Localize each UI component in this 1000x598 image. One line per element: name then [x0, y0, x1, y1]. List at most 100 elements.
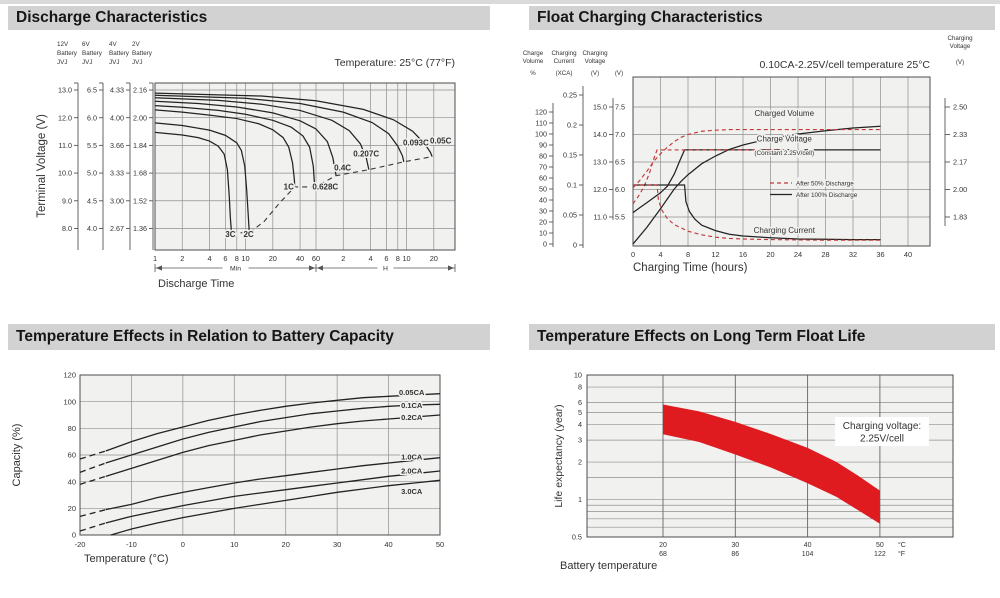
- svg-text:20: 20: [282, 540, 290, 549]
- svg-text:3.0CA: 3.0CA: [401, 487, 423, 496]
- svg-text:30: 30: [539, 207, 547, 216]
- svg-text:20: 20: [659, 542, 667, 549]
- svg-text:20: 20: [430, 254, 438, 263]
- svg-text:Battery temperature: Battery temperature: [560, 560, 657, 572]
- svg-text:1.84: 1.84: [133, 141, 147, 150]
- svg-text:122: 122: [874, 551, 886, 558]
- svg-text:4: 4: [658, 250, 662, 259]
- svg-text:2.67: 2.67: [110, 224, 124, 233]
- svg-text:(V): (V): [615, 70, 623, 77]
- svg-text:12V: 12V: [57, 41, 69, 48]
- svg-text:2.00: 2.00: [133, 113, 147, 122]
- svg-text:JVJ: JVJ: [57, 59, 68, 66]
- svg-text:120: 120: [535, 108, 547, 117]
- svg-text:13.0: 13.0: [58, 86, 72, 95]
- svg-text:0.15: 0.15: [563, 151, 577, 160]
- svg-text:Temperature (°C): Temperature (°C): [84, 553, 168, 565]
- svg-text:1.68: 1.68: [133, 169, 147, 178]
- svg-text:Charging: Charging: [582, 50, 608, 57]
- svg-text:3.33: 3.33: [110, 169, 124, 178]
- svg-text:10.0: 10.0: [58, 169, 72, 178]
- svg-text:12: 12: [711, 250, 719, 259]
- svg-text:2.33: 2.33: [953, 130, 967, 139]
- svg-text:JVJ: JVJ: [109, 59, 120, 66]
- svg-text:Battery: Battery: [57, 50, 78, 57]
- svg-text:40: 40: [296, 254, 304, 263]
- svg-text:7.5: 7.5: [615, 103, 625, 112]
- svg-text:After 100% Discharge: After 100% Discharge: [796, 192, 858, 199]
- svg-text:20: 20: [68, 504, 76, 513]
- svg-text:24: 24: [794, 250, 802, 259]
- svg-text:60: 60: [539, 174, 547, 183]
- svg-text:1C: 1C: [284, 183, 294, 192]
- svg-text:5.5: 5.5: [87, 141, 97, 150]
- svg-text:70: 70: [539, 163, 547, 172]
- svg-text:0: 0: [181, 540, 185, 549]
- svg-text:4: 4: [578, 420, 582, 429]
- svg-text:8: 8: [578, 383, 582, 392]
- svg-text:Volume: Volume: [523, 58, 544, 65]
- svg-text:12.0: 12.0: [593, 185, 607, 194]
- svg-text:0.628C: 0.628C: [312, 183, 338, 192]
- svg-text:20: 20: [539, 218, 547, 227]
- svg-text:10: 10: [230, 540, 238, 549]
- svg-text:(XCA): (XCA): [556, 70, 573, 77]
- svg-text:90: 90: [539, 141, 547, 150]
- svg-text:3.66: 3.66: [110, 141, 124, 150]
- svg-text:11.0: 11.0: [59, 141, 72, 150]
- svg-text:Charged Volume: Charged Volume: [754, 109, 814, 118]
- svg-text:0: 0: [72, 531, 76, 540]
- svg-text:110: 110: [536, 119, 547, 128]
- svg-text:Charging Time (hours): Charging Time (hours): [633, 262, 748, 274]
- svg-text:1.83: 1.83: [953, 213, 967, 222]
- svg-text:8.0: 8.0: [62, 224, 72, 233]
- svg-text:10: 10: [402, 254, 410, 263]
- svg-text:10: 10: [241, 254, 249, 263]
- svg-text:0.1CA: 0.1CA: [401, 401, 423, 410]
- svg-text:40: 40: [68, 477, 76, 486]
- svg-text:Battery: Battery: [82, 50, 103, 57]
- svg-text:4: 4: [368, 254, 372, 263]
- svg-text:1: 1: [153, 254, 157, 263]
- svg-text:0: 0: [573, 241, 577, 250]
- svg-text:Current: Current: [554, 58, 575, 65]
- svg-text:8: 8: [235, 254, 239, 263]
- svg-text:0.05CA: 0.05CA: [399, 388, 425, 397]
- svg-text:8: 8: [396, 254, 400, 263]
- svg-text:2V: 2V: [132, 41, 141, 48]
- svg-text:Voltage: Voltage: [950, 43, 971, 50]
- svg-text:0.05C: 0.05C: [430, 136, 452, 145]
- svg-text:After 50% Discharge: After 50% Discharge: [796, 180, 854, 187]
- svg-text:0.05: 0.05: [563, 211, 577, 220]
- svg-text:86: 86: [731, 551, 739, 558]
- svg-text:32: 32: [849, 250, 857, 259]
- svg-text:4V: 4V: [109, 41, 118, 48]
- svg-text:Charging: Charging: [551, 50, 577, 57]
- svg-text:3: 3: [578, 436, 582, 445]
- svg-text:4.5: 4.5: [87, 196, 97, 205]
- svg-text:4: 4: [207, 254, 211, 263]
- svg-text:%: %: [530, 70, 536, 77]
- svg-text:2.25V/cell: 2.25V/cell: [860, 434, 904, 445]
- section-title-float-charging: Float Charging Characteristics: [529, 6, 995, 30]
- svg-text:50: 50: [436, 540, 444, 549]
- svg-text:36: 36: [876, 250, 884, 259]
- svg-text:5: 5: [578, 408, 582, 417]
- svg-text:4.00: 4.00: [110, 113, 124, 122]
- svg-text:1.52: 1.52: [133, 196, 147, 205]
- svg-text:Min: Min: [230, 266, 241, 273]
- svg-text:16: 16: [739, 250, 747, 259]
- svg-text:-10: -10: [126, 540, 137, 549]
- svg-text:(Constant 2.25V/cell): (Constant 2.25V/cell): [754, 150, 814, 157]
- svg-text:0.093C: 0.093C: [403, 139, 429, 148]
- svg-text:1: 1: [578, 495, 582, 504]
- float-charging-chart: ChargeVolume%120110100908070605040302010…: [523, 35, 973, 274]
- svg-text:0.2CA: 0.2CA: [401, 413, 423, 422]
- svg-text:11.0: 11.0: [594, 213, 607, 222]
- section-title-temp-capacity: Temperature Effects in Relation to Batte…: [8, 324, 490, 350]
- svg-text:100: 100: [63, 397, 76, 406]
- svg-text:6.0: 6.0: [87, 113, 97, 122]
- svg-text:6: 6: [384, 254, 388, 263]
- svg-text:Terminal Voltage (V): Terminal Voltage (V): [36, 114, 48, 218]
- svg-text:2.00: 2.00: [953, 185, 967, 194]
